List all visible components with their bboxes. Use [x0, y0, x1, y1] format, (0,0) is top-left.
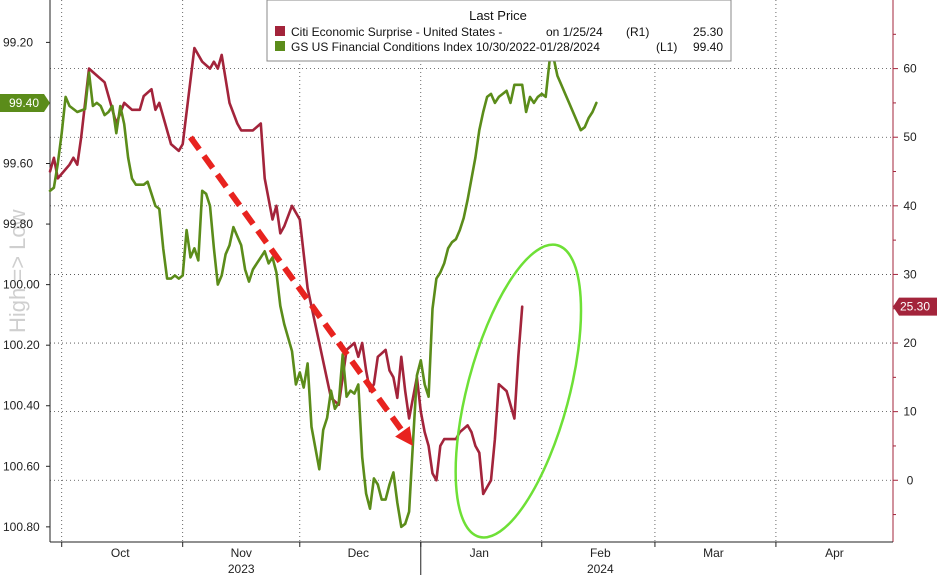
x-month-label: Dec — [348, 546, 369, 560]
x-month-label: Feb — [590, 546, 611, 560]
x-month-label: Oct — [111, 546, 130, 560]
legend-swatch-gs — [275, 41, 285, 51]
x-month-label: Apr — [825, 546, 844, 560]
left-tick-label: 100.60 — [3, 459, 40, 473]
left-tick-label: 100.40 — [3, 399, 40, 413]
right-tick-label: 0 — [907, 473, 914, 487]
right-tick-label: 50 — [903, 130, 917, 144]
legend-label-gs: GS US Financial Conditions Index 10/30/2… — [291, 40, 600, 54]
legend-axis-gs: (L1) — [656, 40, 677, 54]
last-price-badge-right-text: 25.30 — [900, 300, 930, 314]
left-tick-label: 99.20 — [3, 35, 33, 49]
last-price-badges: 99.40 25.30 — [0, 93, 937, 316]
legend: Last Price Citi Economic Surprise - Unit… — [266, 0, 732, 62]
right-tick-label: 10 — [903, 405, 917, 419]
right-axis-ticks: 0 10 20 30 40 50 60 — [893, 33, 917, 516]
trend-arrow-shaft — [188, 135, 405, 434]
right-tick-label: 20 — [903, 336, 917, 350]
left-axis-label: High => Low — [5, 209, 30, 333]
legend-axis-citi: (R1) — [626, 25, 649, 39]
last-price-badge-left-text: 99.40 — [9, 96, 39, 110]
x-month-label: Jan — [470, 546, 489, 560]
last-price-badge-right — [893, 297, 937, 316]
left-tick-label: 100.80 — [3, 520, 40, 534]
right-tick-label: 40 — [903, 199, 917, 213]
legend-value-gs: 99.40 — [693, 40, 723, 54]
left-tick-label: 99.80 — [3, 217, 33, 231]
left-tick-label: 100.20 — [3, 338, 40, 352]
annotations — [188, 135, 583, 539]
legend-date-citi: on 1/25/24 — [546, 25, 603, 39]
legend-label-citi: Citi Economic Surprise - United States - — [291, 25, 502, 39]
legend-value-citi: 25.30 — [693, 25, 723, 39]
left-tick-label: 100.00 — [3, 278, 40, 292]
last-price-badge-left — [0, 93, 50, 112]
x-year-label: 2023 — [228, 562, 255, 575]
legend-swatch-citi — [275, 26, 285, 36]
x-axis-ticks: Oct Nov Dec Jan Feb Mar Apr 2023 2024 — [61, 542, 844, 575]
left-tick-label: 99.60 — [3, 157, 33, 171]
legend-title: Last Price — [469, 8, 527, 23]
series-line-gs-fci — [48, 56, 598, 529]
legend-box — [266, 0, 732, 62]
x-year-label: 2024 — [587, 562, 614, 575]
x-month-label: Nov — [231, 546, 252, 560]
x-month-label: Mar — [703, 546, 724, 560]
highlight-ellipse — [454, 243, 583, 539]
right-tick-label: 60 — [903, 62, 917, 76]
right-tick-label: 30 — [903, 267, 917, 281]
trend-arrow-head — [395, 426, 413, 446]
